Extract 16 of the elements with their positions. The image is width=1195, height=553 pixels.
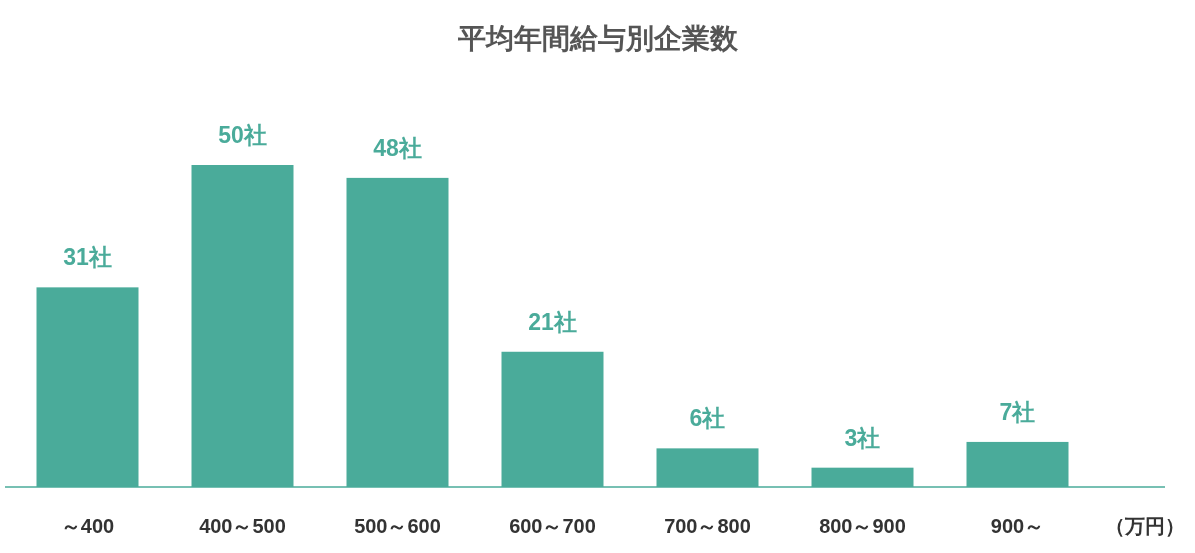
data-label: 3社 (844, 424, 881, 451)
x-tick-label: 500～600 (354, 515, 441, 537)
x-tick-label: 800～900 (819, 515, 906, 537)
x-tick-label: ～400 (60, 515, 115, 537)
chart-title: 平均年間給与別企業数 (456, 23, 739, 54)
data-label: 31社 (63, 244, 112, 271)
x-tick-label: 600～700 (509, 515, 596, 537)
data-label: 7社 (999, 398, 1036, 425)
x-axis-title: （万円） (1105, 515, 1185, 537)
data-label: 50社 (218, 122, 267, 148)
data-label: 21社 (528, 308, 577, 335)
x-tick-label: 400～500 (199, 515, 286, 537)
data-label: 6社 (689, 405, 726, 432)
x-tick-label: 700～800 (664, 515, 751, 537)
data-label: 48社 (373, 134, 422, 161)
x-tick-label: 900～ (990, 515, 1045, 537)
